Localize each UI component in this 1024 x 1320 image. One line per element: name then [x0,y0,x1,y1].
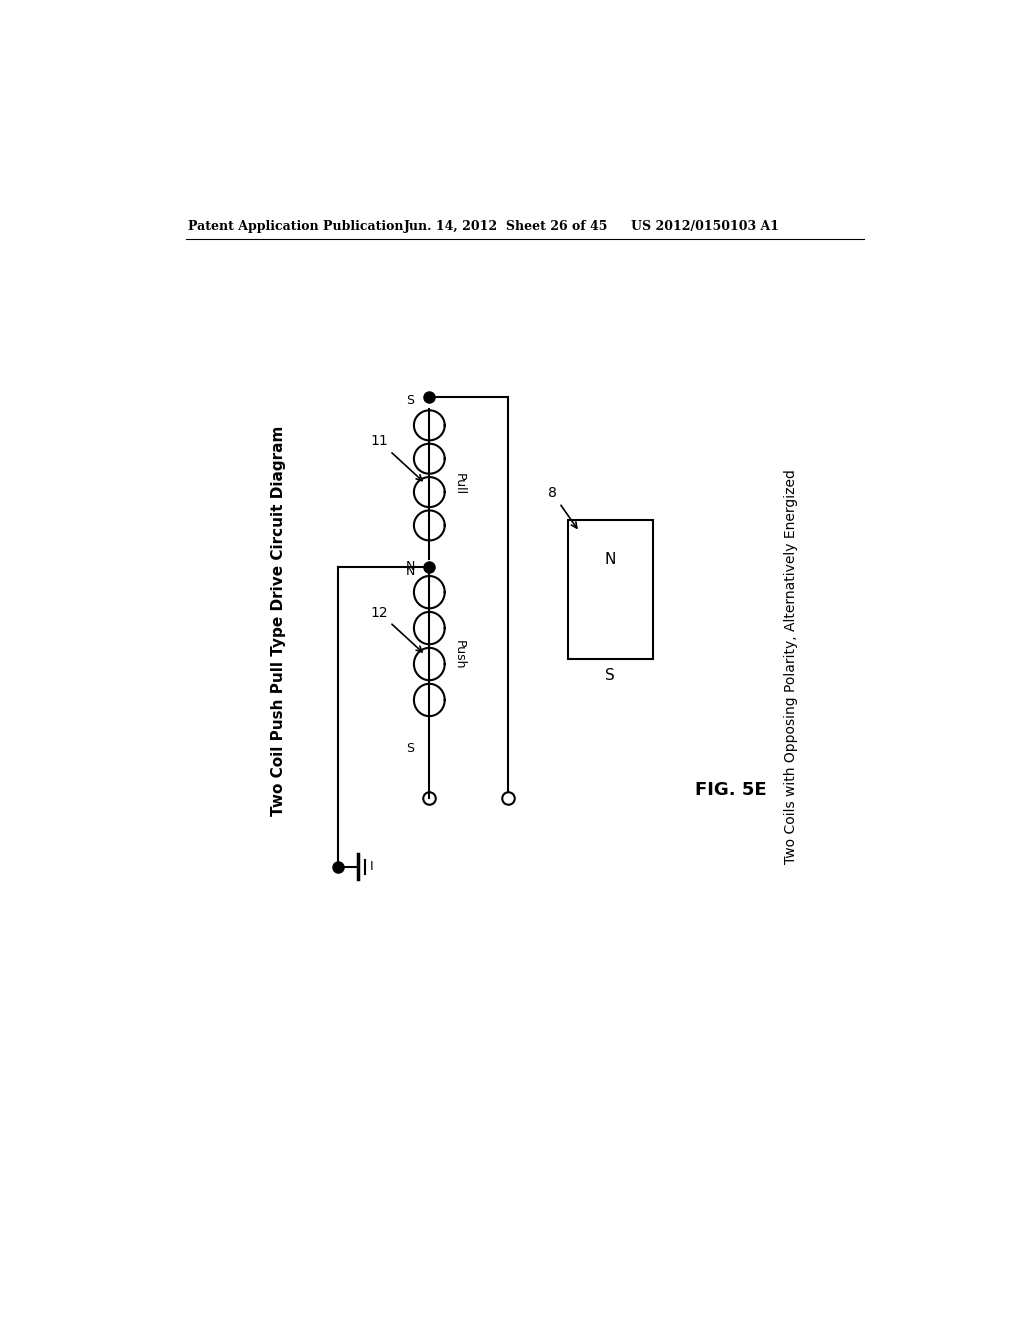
Text: S: S [407,395,414,407]
Text: N: N [406,565,415,578]
Text: FIG. 5E: FIG. 5E [695,781,767,799]
Text: Jun. 14, 2012  Sheet 26 of 45: Jun. 14, 2012 Sheet 26 of 45 [403,219,608,232]
Text: S: S [605,668,615,684]
Text: 8: 8 [548,486,577,528]
Text: N: N [604,552,616,566]
Text: Push: Push [453,640,466,669]
Text: I: I [370,861,374,874]
Text: N: N [406,560,415,573]
Text: Patent Application Publication: Patent Application Publication [188,219,403,232]
Text: Two Coils with Opposing Polarity, Alternatively Energized: Two Coils with Opposing Polarity, Altern… [784,469,799,865]
Text: US 2012/0150103 A1: US 2012/0150103 A1 [631,219,779,232]
Text: S: S [407,742,414,755]
Text: Pull: Pull [453,473,466,495]
Bar [568,520,652,659]
Text: Two Coil Push Pull Type Drive Circuit Diagram: Two Coil Push Pull Type Drive Circuit Di… [271,425,286,816]
Text: 12: 12 [371,606,422,652]
Text: 11: 11 [371,434,422,480]
